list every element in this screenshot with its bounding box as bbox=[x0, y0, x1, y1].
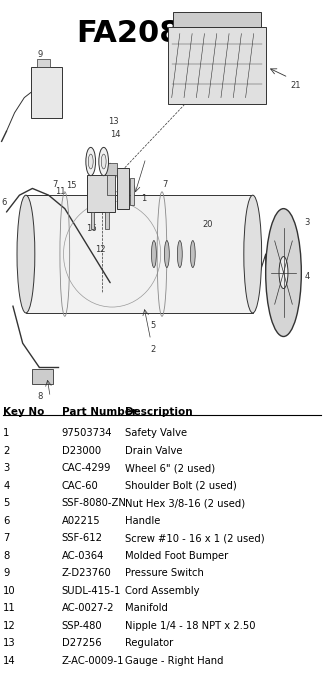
Ellipse shape bbox=[279, 256, 288, 289]
Text: 11: 11 bbox=[3, 603, 16, 613]
Text: 13: 13 bbox=[3, 638, 16, 648]
Bar bbox=[173, 12, 261, 27]
Text: D27256: D27256 bbox=[62, 638, 101, 648]
Bar bbox=[117, 168, 129, 209]
Text: 5: 5 bbox=[3, 498, 10, 508]
Ellipse shape bbox=[17, 195, 35, 313]
Text: Screw #10 - 16 x 1 (2 used): Screw #10 - 16 x 1 (2 used) bbox=[125, 533, 264, 543]
Text: Wheel 6" (2 used): Wheel 6" (2 used) bbox=[125, 463, 215, 473]
Bar bbox=[26, 195, 253, 313]
Text: SSF-8080-ZN: SSF-8080-ZN bbox=[62, 498, 126, 508]
Ellipse shape bbox=[101, 154, 106, 169]
Text: Part Number: Part Number bbox=[62, 407, 136, 417]
Text: 4: 4 bbox=[3, 481, 9, 491]
Ellipse shape bbox=[190, 240, 195, 267]
Text: Key No: Key No bbox=[3, 407, 45, 417]
Text: 8: 8 bbox=[3, 551, 9, 561]
Text: 97503734: 97503734 bbox=[62, 428, 112, 438]
Text: 18: 18 bbox=[102, 197, 113, 207]
Text: CAC-4299: CAC-4299 bbox=[62, 463, 111, 473]
Bar bbox=[168, 27, 266, 104]
Text: 4: 4 bbox=[305, 273, 310, 281]
Text: 14: 14 bbox=[110, 130, 121, 139]
Text: 6: 6 bbox=[3, 516, 10, 526]
Text: Z-D23760: Z-D23760 bbox=[62, 568, 111, 578]
Text: 21: 21 bbox=[290, 81, 300, 90]
Text: A02215: A02215 bbox=[62, 516, 100, 526]
Text: Z-AC-0009-1: Z-AC-0009-1 bbox=[62, 656, 124, 666]
Text: Nut Hex 3/8-16 (2 used): Nut Hex 3/8-16 (2 used) bbox=[125, 498, 245, 508]
Text: SSF-612: SSF-612 bbox=[62, 533, 103, 543]
Bar bbox=[130, 178, 134, 205]
Text: Regulator: Regulator bbox=[125, 638, 173, 648]
Text: 9: 9 bbox=[3, 568, 10, 578]
Bar bbox=[32, 369, 53, 384]
Ellipse shape bbox=[99, 147, 109, 176]
Text: 7: 7 bbox=[162, 180, 168, 188]
Text: 16: 16 bbox=[86, 224, 97, 234]
Text: Shoulder Bolt (2 used): Shoulder Bolt (2 used) bbox=[125, 481, 237, 491]
Text: Handle: Handle bbox=[125, 516, 160, 526]
Text: 3: 3 bbox=[3, 463, 9, 473]
Text: 2: 2 bbox=[151, 345, 156, 355]
Text: SUDL-415-1: SUDL-415-1 bbox=[62, 586, 121, 596]
Ellipse shape bbox=[86, 147, 96, 176]
Bar bbox=[31, 67, 62, 118]
Text: 13: 13 bbox=[109, 116, 119, 126]
Text: 20: 20 bbox=[202, 220, 213, 229]
Text: FA2080SV: FA2080SV bbox=[76, 19, 248, 48]
Text: Drain Valve: Drain Valve bbox=[125, 446, 182, 456]
Text: AC-0027-2: AC-0027-2 bbox=[62, 603, 114, 613]
Ellipse shape bbox=[151, 240, 156, 267]
Text: 1: 1 bbox=[141, 194, 146, 203]
Text: 7: 7 bbox=[3, 533, 10, 543]
Text: CAC-60: CAC-60 bbox=[62, 481, 98, 491]
Text: Cord Assembly: Cord Assembly bbox=[125, 586, 199, 596]
Text: Gauge - Right Hand: Gauge - Right Hand bbox=[125, 656, 223, 666]
Text: 15: 15 bbox=[66, 180, 77, 190]
Text: Description: Description bbox=[125, 407, 192, 417]
Text: 14: 14 bbox=[3, 656, 16, 666]
Text: Safety Valve: Safety Valve bbox=[125, 428, 187, 438]
Text: 9: 9 bbox=[38, 50, 43, 59]
Text: 8: 8 bbox=[38, 392, 43, 401]
Text: Pressure Switch: Pressure Switch bbox=[125, 568, 203, 578]
Bar bbox=[105, 212, 109, 229]
Text: Manifold: Manifold bbox=[125, 603, 168, 613]
Text: Molded Foot Bumper: Molded Foot Bumper bbox=[125, 551, 228, 561]
Text: 6: 6 bbox=[2, 199, 7, 207]
Text: D23000: D23000 bbox=[62, 446, 101, 456]
Text: 2: 2 bbox=[3, 446, 10, 456]
Text: AC-0364: AC-0364 bbox=[62, 551, 104, 561]
Text: 11: 11 bbox=[55, 187, 65, 197]
Bar bbox=[105, 163, 117, 175]
Ellipse shape bbox=[266, 209, 301, 336]
Ellipse shape bbox=[177, 240, 182, 267]
Text: 1: 1 bbox=[3, 428, 10, 438]
Text: 5: 5 bbox=[151, 321, 156, 330]
Text: Nipple 1/4 - 18 NPT x 2.50: Nipple 1/4 - 18 NPT x 2.50 bbox=[125, 621, 255, 631]
Bar bbox=[91, 212, 94, 229]
Text: 10: 10 bbox=[3, 586, 16, 596]
Bar bbox=[107, 175, 115, 195]
Text: SSP-480: SSP-480 bbox=[62, 621, 102, 631]
Text: 12: 12 bbox=[96, 244, 106, 254]
Ellipse shape bbox=[88, 154, 93, 169]
Text: 7: 7 bbox=[52, 180, 57, 188]
Text: 3: 3 bbox=[305, 219, 310, 227]
Text: 17: 17 bbox=[118, 174, 129, 183]
Text: 12: 12 bbox=[3, 621, 16, 631]
Ellipse shape bbox=[244, 195, 262, 313]
Bar bbox=[87, 175, 115, 212]
Ellipse shape bbox=[164, 240, 169, 267]
Bar bbox=[37, 59, 50, 67]
